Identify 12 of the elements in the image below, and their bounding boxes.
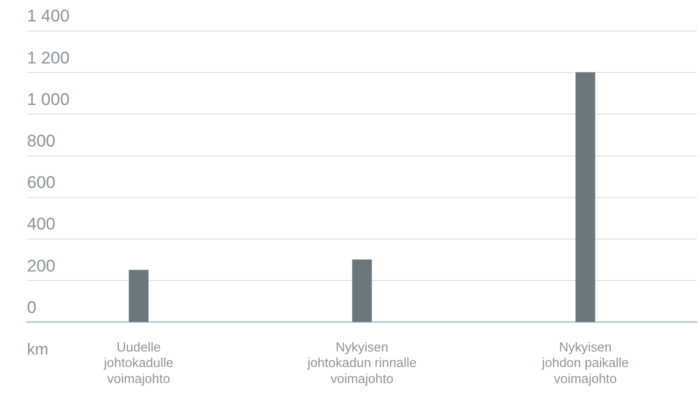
- y-tick-label: 1 400: [27, 6, 70, 26]
- y-tick-label: 600: [27, 173, 56, 192]
- y-tick-label: 1 200: [27, 48, 70, 68]
- y-tick-label: 0: [27, 298, 36, 317]
- x-tick-label: Uudelle johtokadulle voimajohto: [102, 340, 174, 386]
- y-tick-label: 1 000: [27, 90, 70, 109]
- x-tick-label: Nykyisen johdon paikalle voimajohto: [540, 340, 629, 386]
- x-tick-label: Nykyisen johtokadun rinnalle voimajohto: [306, 340, 417, 386]
- y-tick-label: 800: [27, 131, 56, 150]
- y-tick-label: 400: [27, 214, 56, 234]
- text: km: [27, 342, 48, 359]
- y-tick-label: 200: [27, 256, 56, 276]
